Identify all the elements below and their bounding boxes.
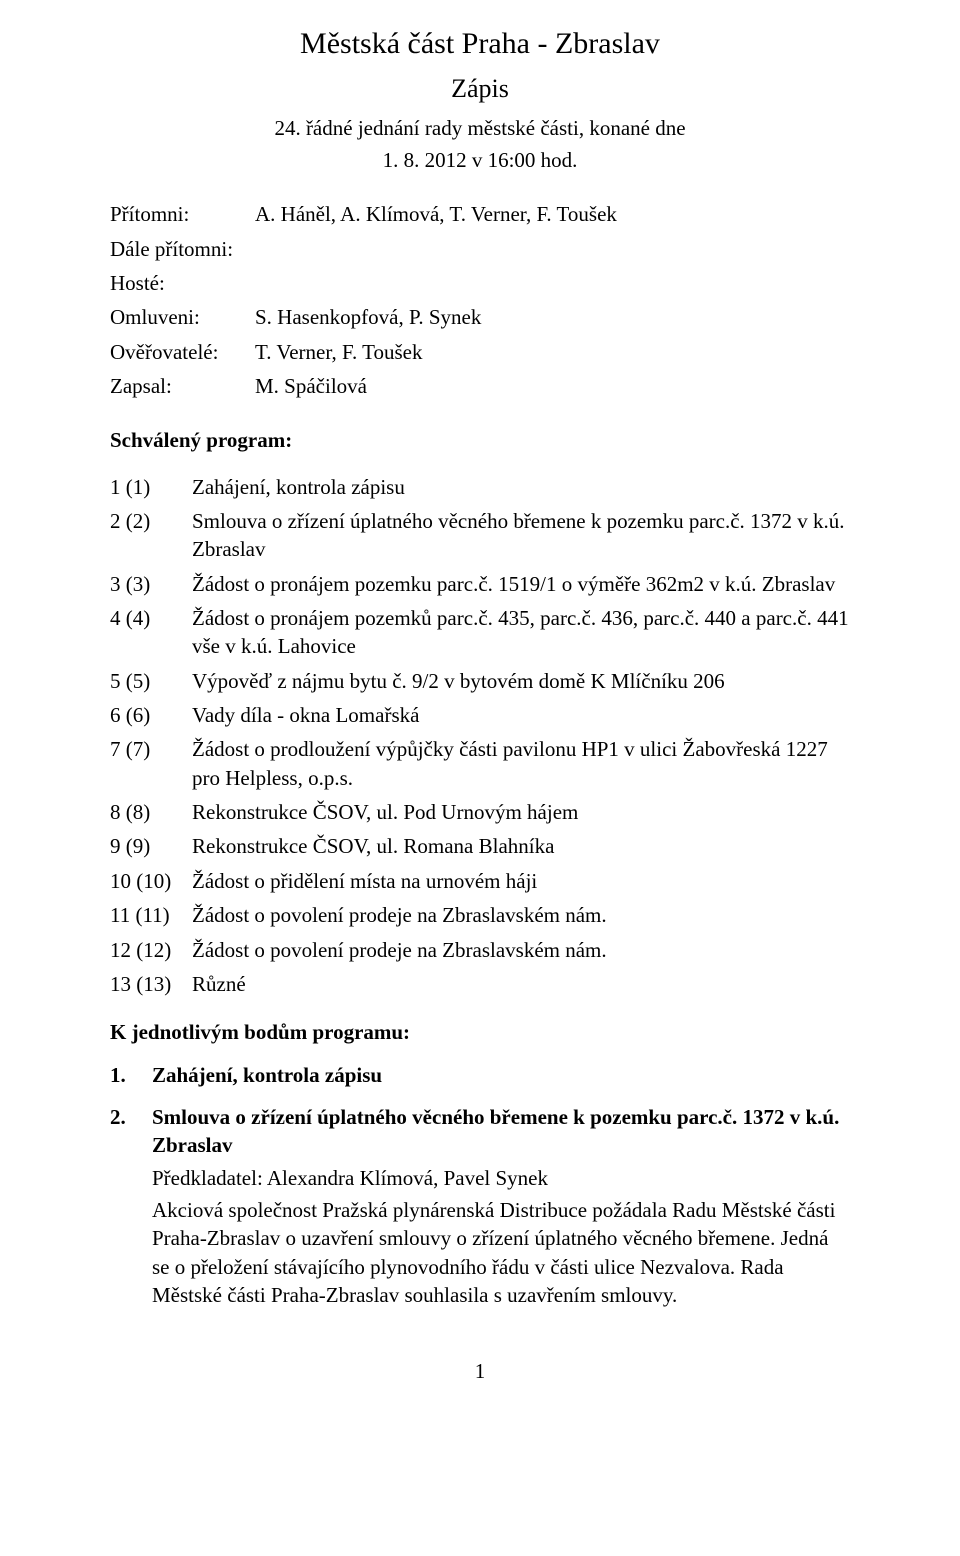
detail-item: 1. Zahájení, kontrola zápisu [110,1061,850,1089]
attendance-value: M. Spáčilová [255,372,850,400]
detail-item-number: 2. [110,1103,152,1309]
attendance-row: Hosté: [110,269,850,297]
program-item-text: Žádost o povolení prodeje na Zbraslavské… [192,901,850,929]
datetime-line: 1. 8. 2012 v 16:00 hod. [110,146,850,174]
detail-item-predkladatel: Předkladatel: Alexandra Klímová, Pavel S… [152,1164,850,1192]
program-item: 13 (13) Různé [110,970,850,998]
program-item: 2 (2) Smlouva o zřízení úplatného věcnéh… [110,507,850,564]
program-item-number: 13 (13) [110,970,192,998]
program-item-number: 6 (6) [110,701,192,729]
program-item-text: Výpověď z nájmu bytu č. 9/2 v bytovém do… [192,667,850,695]
program-item-number: 7 (7) [110,735,192,792]
attendance-value: T. Verner, F. Toušek [255,338,850,366]
attendance-row: Omluveni: S. Hasenkopfová, P. Synek [110,303,850,331]
document-title: Městská část Praha - Zbraslav [110,24,850,65]
program-item: 5 (5) Výpověď z nájmu bytu č. 9/2 v byto… [110,667,850,695]
program-item-number: 4 (4) [110,604,192,661]
attendance-label: Hosté: [110,269,255,297]
detail-item-title: Zahájení, kontrola zápisu [152,1061,850,1089]
program-item-number: 11 (11) [110,901,192,929]
program-item-text: Žádost o přidělení místa na urnovém háji [192,867,850,895]
program-item: 10 (10) Žádost o přidělení místa na urno… [110,867,850,895]
attendance-label: Omluveni: [110,303,255,331]
program-item-number: 2 (2) [110,507,192,564]
detail-item-title: Smlouva o zřízení úplatného věcného břem… [152,1103,850,1160]
detail-item: 2. Smlouva o zřízení úplatného věcného b… [110,1103,850,1309]
program-list: 1 (1) Zahájení, kontrola zápisu 2 (2) Sm… [110,473,850,999]
attendance-row: Ověřovatelé: T. Verner, F. Toušek [110,338,850,366]
detail-item-body: Akciová společnost Pražská plynárenská D… [152,1196,850,1309]
program-heading: Schválený program: [110,426,850,454]
program-item-number: 12 (12) [110,936,192,964]
program-item: 1 (1) Zahájení, kontrola zápisu [110,473,850,501]
program-item-number: 8 (8) [110,798,192,826]
program-item-text: Různé [192,970,850,998]
attendance-label: Přítomni: [110,200,255,228]
program-item-text: Žádost o pronájem pozemků parc.č. 435, p… [192,604,850,661]
attendance-row: Dále přítomni: [110,235,850,263]
program-item-text: Žádost o pronájem pozemku parc.č. 1519/1… [192,570,850,598]
program-item-text: Žádost o povolení prodeje na Zbraslavské… [192,936,850,964]
program-item: 7 (7) Žádost o prodloužení výpůjčky část… [110,735,850,792]
program-item-text: Rekonstrukce ČSOV, ul. Pod Urnovým hájem [192,798,850,826]
meeting-line: 24. řádné jednání rady městské části, ko… [110,114,850,142]
program-item-text: Rekonstrukce ČSOV, ul. Romana Blahníka [192,832,850,860]
attendance-label: Zapsal: [110,372,255,400]
program-item: 6 (6) Vady díla - okna Lomařská [110,701,850,729]
attendance-row: Přítomni: A. Háněl, A. Klímová, T. Verne… [110,200,850,228]
program-item-number: 3 (3) [110,570,192,598]
program-item: 9 (9) Rekonstrukce ČSOV, ul. Romana Blah… [110,832,850,860]
attendance-block: Přítomni: A. Háněl, A. Klímová, T. Verne… [110,200,850,400]
attendance-value: S. Hasenkopfová, P. Synek [255,303,850,331]
attendance-value [255,235,850,263]
program-item-text: Vady díla - okna Lomařská [192,701,850,729]
program-item-number: 9 (9) [110,832,192,860]
details-heading: K jednotlivým bodům programu: [110,1018,850,1046]
program-item-text: Smlouva o zřízení úplatného věcného břem… [192,507,850,564]
program-item: 8 (8) Rekonstrukce ČSOV, ul. Pod Urnovým… [110,798,850,826]
attendance-label: Ověřovatelé: [110,338,255,366]
program-item-text: Zahájení, kontrola zápisu [192,473,850,501]
program-item: 4 (4) Žádost o pronájem pozemků parc.č. … [110,604,850,661]
program-item-number: 1 (1) [110,473,192,501]
attendance-value [255,269,850,297]
program-item-number: 5 (5) [110,667,192,695]
detail-item-number: 1. [110,1061,152,1089]
document-subtitle: Zápis [110,71,850,106]
attendance-label: Dále přítomni: [110,235,255,263]
page-number: 1 [110,1357,850,1385]
program-item-text: Žádost o prodloužení výpůjčky části pavi… [192,735,850,792]
attendance-value: A. Háněl, A. Klímová, T. Verner, F. Touš… [255,200,850,228]
program-item: 12 (12) Žádost o povolení prodeje na Zbr… [110,936,850,964]
attendance-row: Zapsal: M. Spáčilová [110,372,850,400]
program-item: 3 (3) Žádost o pronájem pozemku parc.č. … [110,570,850,598]
program-item: 11 (11) Žádost o povolení prodeje na Zbr… [110,901,850,929]
program-item-number: 10 (10) [110,867,192,895]
